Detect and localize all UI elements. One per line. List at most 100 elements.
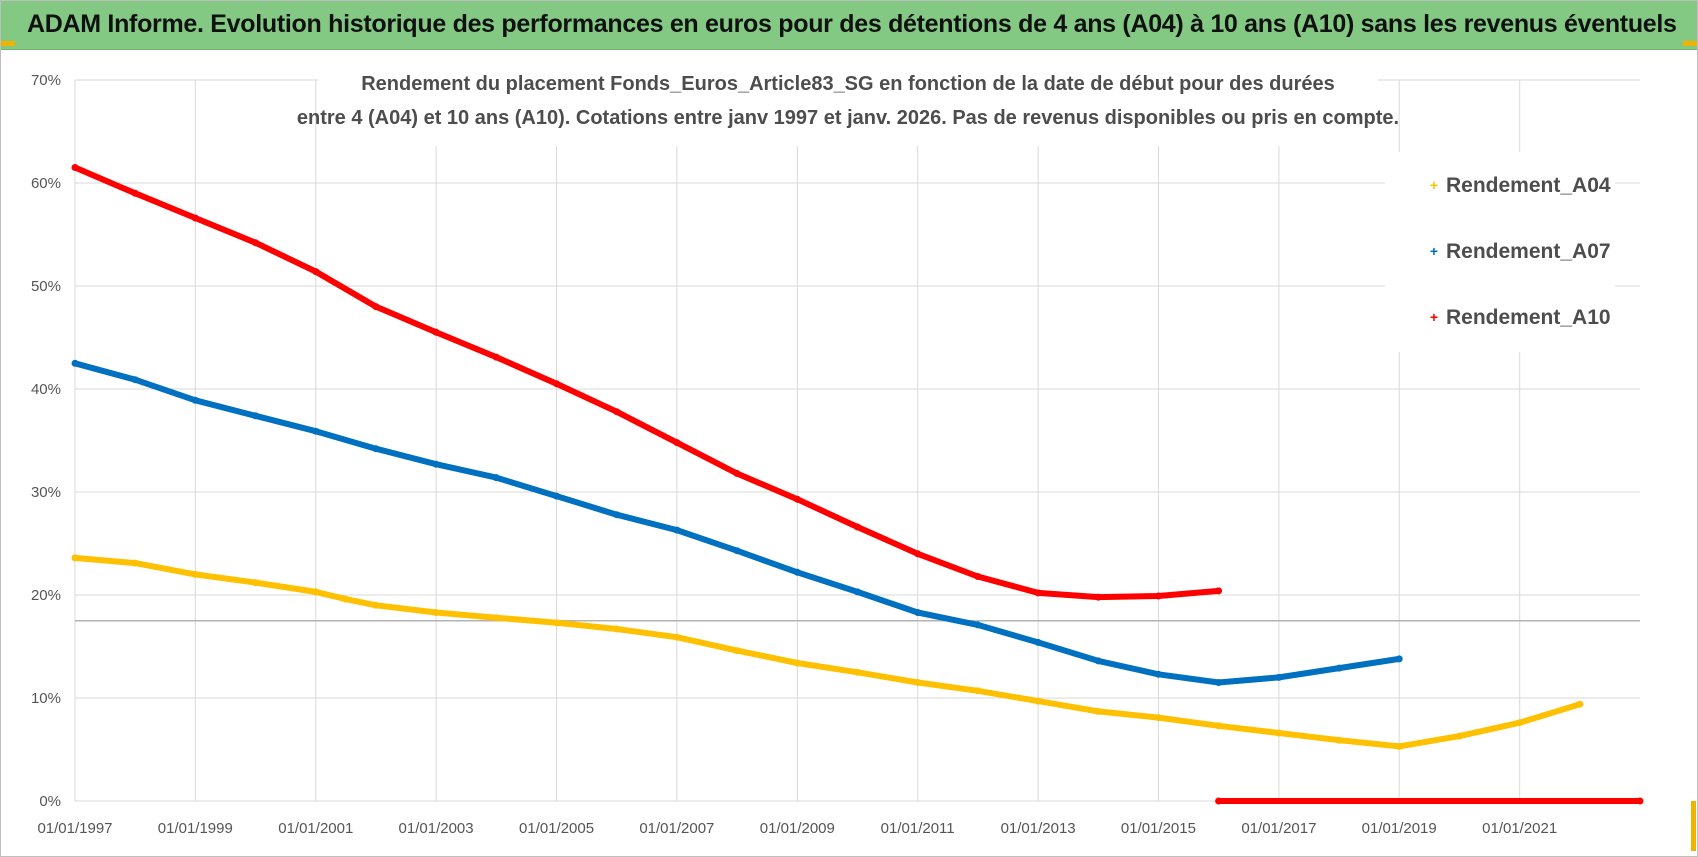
data-point-Rendement_A10: [1034, 589, 1042, 597]
y-tick-labels: 0% 10% 20% 30% 40% 50% 60% 70%: [31, 72, 61, 810]
data-point-Rendement_A04: [1335, 736, 1343, 744]
data-point-Rendement_A04: [131, 559, 139, 567]
data-point-Rendement_A10: [191, 214, 199, 222]
header-banner: ADAM Informe. Evolution historique des p…: [1, 1, 1697, 50]
data-point-Rendement_A04: [914, 679, 922, 686]
corner-mark-top-right: [1683, 41, 1697, 46]
data-point-Rendement_A07: [553, 492, 561, 500]
data-point-Rendement_A04: [613, 625, 621, 633]
series-layer: [71, 164, 1644, 805]
data-point-Rendement_A10: [1636, 797, 1644, 805]
data-point-Rendement_A04: [553, 619, 561, 627]
data-point-Rendement_A04: [342, 595, 350, 603]
chart-title-background: [318, 66, 1378, 146]
data-point-Rendement_A07: [1154, 670, 1162, 678]
y-tick-label: 30%: [31, 484, 61, 501]
chart-title-line-2: entre 4 (A04) et 10 ans (A10). Cotations…: [297, 107, 1399, 129]
data-point-Rendement_A07: [733, 547, 741, 555]
data-point-Rendement_A04: [733, 647, 741, 655]
data-point-Rendement_A07: [71, 359, 79, 367]
data-point-Rendement_A04: [1275, 729, 1283, 737]
legend-marker: +: [1430, 177, 1438, 193]
y-tick-label: 10%: [31, 690, 61, 707]
corner-mark-top-left: [1, 41, 15, 46]
data-point-Rendement_A07: [1395, 655, 1403, 663]
x-tick-label: 01/01/2007: [639, 820, 714, 837]
data-point-Rendement_A10: [1154, 592, 1162, 600]
data-point-Rendement_A07: [793, 568, 801, 576]
legend-marker: +: [1430, 309, 1438, 325]
data-point-Rendement_A10: [131, 189, 139, 197]
corner-mark-bottom-right: [1691, 801, 1696, 851]
y-tick-label: 40%: [31, 381, 61, 398]
data-point-Rendement_A04: [974, 687, 982, 695]
data-point-Rendement_A10: [854, 523, 861, 531]
y-tick-label: 50%: [31, 278, 61, 295]
data-point-Rendement_A10: [492, 353, 500, 361]
series-line-Rendement_A04: [72, 554, 1583, 750]
data-point-Rendement_A04: [372, 601, 380, 609]
data-point-Rendement_A04: [492, 614, 500, 622]
series-line-Rendement_A10: [72, 164, 1222, 601]
data-point-Rendement_A07: [1215, 679, 1223, 686]
data-point-Rendement_A10: [372, 303, 380, 311]
data-point-Rendement_A07: [492, 474, 500, 482]
y-tick-label: 70%: [31, 72, 61, 89]
x-tick-label: 01/01/2003: [399, 820, 474, 837]
data-point-Rendement_A04: [1215, 722, 1223, 730]
data-point-Rendement_A07: [432, 460, 440, 468]
series-line-Rendement_A07: [72, 360, 1403, 686]
y-tick-label: 0%: [39, 793, 61, 810]
data-point-Rendement_A04: [1576, 700, 1584, 708]
data-point-Rendement_A04: [312, 588, 320, 596]
x-tick-label: 01/01/2013: [1001, 820, 1076, 837]
data-point-Rendement_A04: [252, 579, 259, 587]
x-tick-label: 01/01/1999: [158, 820, 233, 837]
data-point-Rendement_A10: [1094, 593, 1102, 601]
data-point-Rendement_A07: [1094, 657, 1102, 665]
data-point-Rendement_A10: [432, 328, 440, 336]
data-point-Rendement_A07: [252, 412, 259, 420]
x-tick-label: 01/01/2011: [881, 820, 955, 837]
data-point-Rendement_A10: [914, 550, 922, 558]
data-point-Rendement_A10: [733, 470, 741, 477]
data-point-Rendement_A04: [1455, 732, 1463, 740]
data-point-Rendement_A07: [1275, 673, 1283, 681]
x-tick-label: 01/01/2019: [1362, 820, 1437, 837]
data-point-Rendement_A04: [1034, 697, 1042, 705]
legend-label: Rendement_A04: [1446, 174, 1611, 197]
x-tick-label: 01/01/2021: [1482, 820, 1557, 837]
legend-label: Rendement_A07: [1446, 240, 1611, 263]
data-point-Rendement_A04: [793, 659, 801, 667]
legend-background: [1385, 152, 1615, 352]
data-point-Rendement_A10: [974, 573, 982, 580]
data-point-Rendement_A04: [1094, 707, 1102, 715]
x-tick-label: 01/01/1997: [37, 820, 112, 837]
y-tick-label: 60%: [31, 175, 61, 192]
data-point-Rendement_A04: [191, 570, 199, 578]
data-point-Rendement_A07: [312, 427, 320, 435]
legend-marker: +: [1430, 243, 1438, 259]
data-point-Rendement_A10: [1215, 797, 1223, 805]
data-point-Rendement_A10: [312, 268, 320, 276]
data-point-Rendement_A07: [1335, 664, 1343, 672]
data-point-Rendement_A07: [914, 609, 922, 616]
data-point-Rendement_A07: [974, 621, 982, 629]
x-tick-label: 01/01/2017: [1241, 820, 1316, 837]
data-point-Rendement_A07: [191, 396, 199, 404]
data-point-Rendement_A04: [432, 609, 440, 616]
x-tick-label: 01/01/2015: [1121, 820, 1196, 837]
data-point-Rendement_A07: [613, 511, 621, 519]
data-point-Rendement_A07: [131, 376, 139, 384]
x-tick-labels: 01/01/1997 01/01/1999 01/01/2001 01/01/2003…: [37, 820, 1557, 837]
data-point-Rendement_A10: [1215, 587, 1223, 595]
chart-title-line-1: Rendement du placement Fonds_Euros_Artic…: [361, 73, 1335, 95]
y-tick-label: 20%: [31, 587, 61, 604]
data-point-Rendement_A04: [854, 668, 861, 676]
data-point-Rendement_A04: [1154, 714, 1162, 722]
data-point-Rendement_A04: [1395, 742, 1403, 750]
banner-title: ADAM Informe. Evolution historique des p…: [27, 10, 1677, 38]
data-point-Rendement_A10: [252, 239, 259, 247]
legend: + Rendement_A04 + Rendement_A07 + Rendement_A…: [1385, 152, 1615, 352]
data-point-Rendement_A10: [793, 495, 801, 503]
